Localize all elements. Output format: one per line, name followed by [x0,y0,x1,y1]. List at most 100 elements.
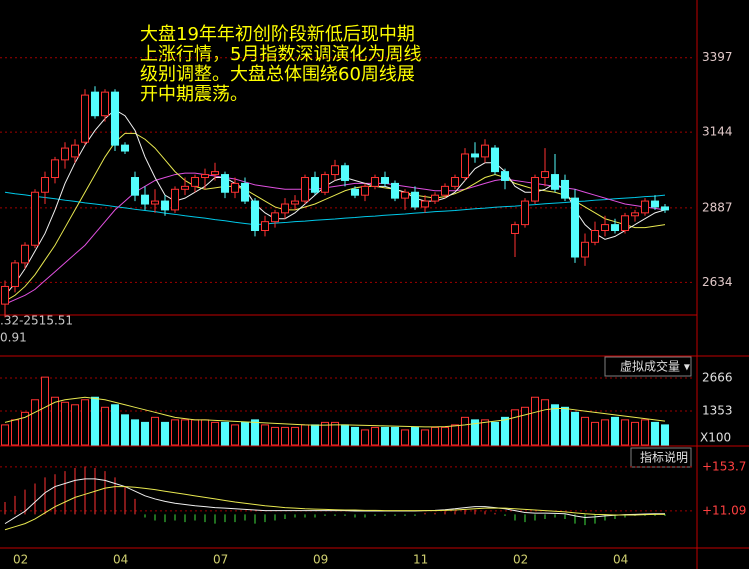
indicator-button[interactable] [604,356,692,377]
candle-body [101,91,109,117]
volume-bar [221,421,229,446]
volume-bar [281,426,289,446]
annotation: 级别调整。大盘总体围绕60周线展 [140,64,415,85]
volume-bar [91,396,99,446]
ma-line [4,396,666,428]
candle-body [371,177,379,187]
candle-body [411,191,419,208]
volume-bar [161,421,169,446]
volume-bar [481,419,489,446]
candle-body [461,153,469,179]
volume-bar [201,419,209,446]
candle-body [341,165,349,181]
volume-bar [441,426,449,446]
volume-bar [521,406,529,446]
volume-bar [621,419,629,446]
volume-bar [531,396,539,446]
indicator-label[interactable]: 指标说明 [640,450,688,465]
x-tick-label: 02 [13,553,28,567]
ma-line [4,486,665,531]
candle-body [71,144,79,158]
candle-body [321,174,329,193]
range-text: .32-2515.51 [0,314,73,328]
y-tick-label: 3144 [702,125,733,139]
volume-bar [361,429,369,446]
volume-bar [191,419,199,446]
volume-bar [561,406,569,446]
volume-bar [261,424,269,446]
indicator-label[interactable]: 虚拟成交量 ▾ [620,359,690,374]
candle-body [151,200,159,205]
candle-body [571,197,579,258]
candle-body [551,174,559,190]
volume-bar [31,399,39,446]
volume-bar [1,424,9,446]
volume-bar [241,421,249,446]
sub-text: 0.91 [0,331,27,345]
volume-bar [41,376,49,446]
volume-bar [101,406,109,446]
volume-bar [571,411,579,446]
annotation: 上涨行情，5月指数深调演化为周线 [140,44,421,65]
candle-body [1,285,9,305]
candle-body [21,244,29,264]
volume-bar [131,419,139,446]
candle-body [611,224,619,232]
y-tick-label: 2887 [702,200,733,214]
candle-body [281,203,289,214]
candle-body [261,221,269,232]
unit-label: X100 [700,431,731,445]
x-tick-label: 11 [413,553,428,567]
volume-bar [351,426,359,446]
ma-line [4,478,665,525]
candle-body [51,159,59,179]
candle-body [91,91,99,117]
annotation: 大盘19年年初创阶段新低后现中期 [140,24,415,45]
candle-body [501,171,509,181]
volume-bar [211,421,219,446]
candle-body [361,185,369,196]
volume-bar [501,416,509,446]
candle-body [231,182,239,193]
volume-bar [511,409,519,446]
candle-body [421,200,429,208]
volume-bar [111,404,119,446]
x-tick-label: 04 [113,553,128,567]
volume-bar [431,426,439,446]
candle-body [111,91,119,146]
candle-body [581,241,589,258]
volume-bar [181,419,189,446]
volume-bar [651,421,659,446]
candle-body [251,200,259,232]
candle-body [641,200,649,214]
candle-body [41,177,49,193]
candle-body [241,182,249,202]
x-tick-label: 04 [613,553,628,567]
candle-body [621,215,629,232]
candle-body [201,174,209,179]
volume-bar [541,399,549,446]
annotation: 开中期震荡。 [140,84,248,105]
volume-bar [601,419,609,446]
volume-bar [401,429,409,446]
y-tick-label: 1353 [702,403,733,417]
volume-bar [21,411,29,446]
volume-bar [331,421,339,446]
candle-body [81,94,89,143]
volume-bar [641,419,649,446]
volume-bar [391,426,399,446]
candle-body [491,147,499,173]
volume-bar [271,426,279,446]
candle-body [61,147,69,161]
candle-body [521,200,529,226]
x-tick-label: 07 [213,553,228,567]
volume-bar [231,424,239,446]
ma-line [4,132,666,302]
candle-body [471,153,479,158]
candle-body [301,177,309,202]
candle-body [431,194,439,202]
volume-bar [381,426,389,446]
volume-bar [61,401,69,446]
candle-body [351,188,359,196]
volume-bar [491,421,499,446]
